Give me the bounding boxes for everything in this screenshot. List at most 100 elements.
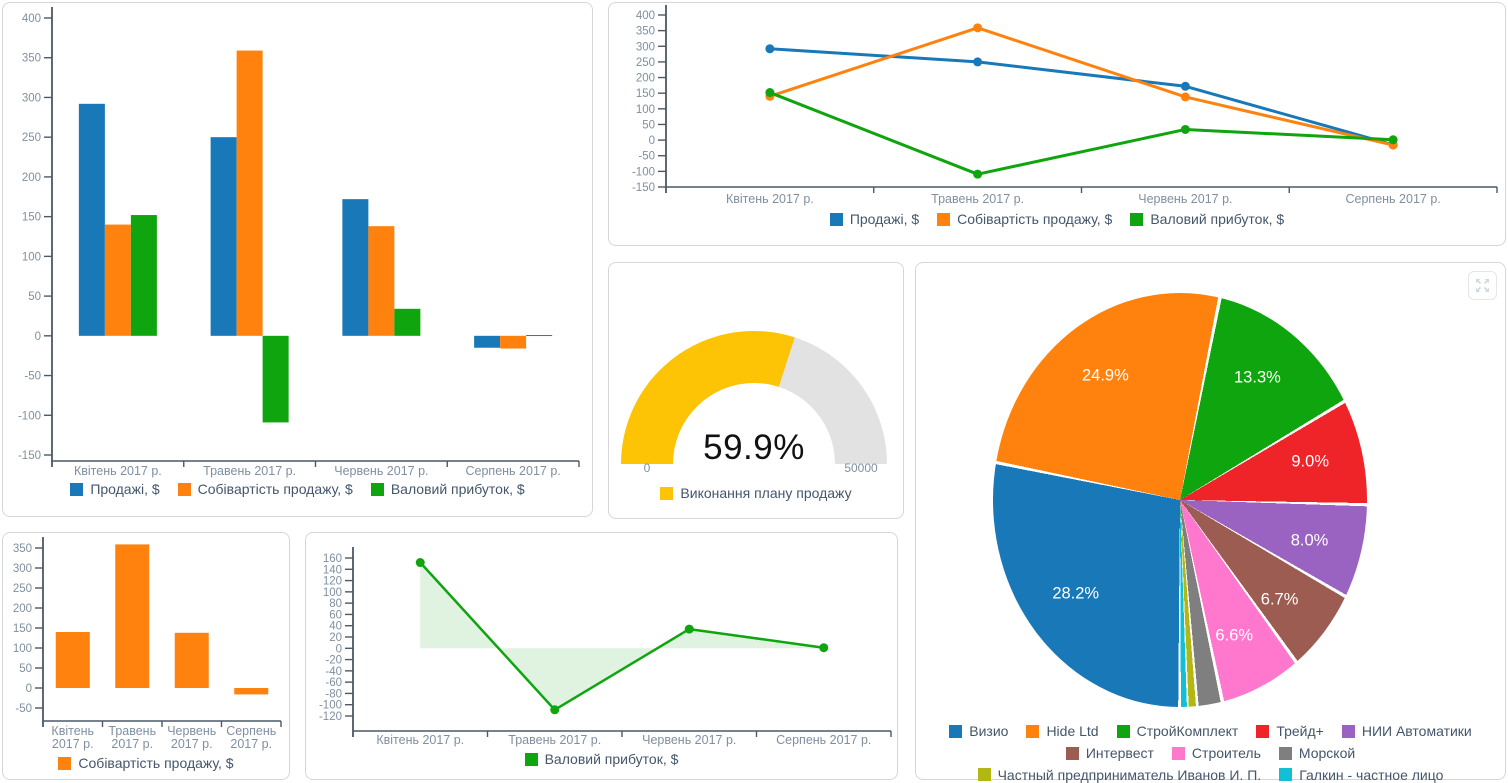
y-axis-label: 300 [13,563,32,575]
sales-cost-profit-bars-plot: 400 350 300 250 200 150 100 50 0 -50 -100 -150 Квіте… [18,7,580,478]
legend-swatch-icon [524,752,538,766]
data-point[interactable] [765,88,775,98]
sales-cost-profit-lines-plot: 400 350 300 250 200 150 100 50 0 -50 -100 -150 Квіте… [632,5,1498,206]
legend-swatch-icon [1026,724,1040,738]
data-point[interactable] [765,44,775,54]
legend-swatch-icon [370,482,384,496]
y-axis-label: -100 [319,700,342,712]
bar-Собівартість продажу, $[interactable] [234,688,269,695]
line-Валовий прибуток, $ [769,91,1394,176]
data-point[interactable] [819,643,829,653]
legend-item[interactable]: Собівартість продажу, $ [177,481,353,498]
panel-sales-cost-profit-bar-chart: 400 350 300 250 200 150 100 50 0 -50 -100 -150 Квіте… [2,2,593,517]
bar-Собівартість продажу, $[interactable] [104,224,131,336]
legend-swatch-icon [829,212,843,226]
bar-Собівартість продажу, $[interactable] [174,632,209,688]
legend-swatch-icon [58,756,72,770]
bar-Собівартість продажу, $[interactable] [236,50,263,336]
pie-chart[interactable]: 28.2% 24.9% 13.3% 9.0% 8.0% 6.7% 6.6% [993,293,1367,707]
y-axis-label: 100 [323,587,342,599]
legend-item[interactable]: Валовий прибуток, $ [370,481,525,498]
x-axis-category-label: Травень 2017 р. [931,192,1024,206]
legend-item[interactable]: Валовий прибуток, $ [1130,211,1284,228]
data-point[interactable] [1180,124,1190,134]
y-axis-label: 300 [22,92,41,104]
panel-profit-area-chart: 160 140 120 100 80 60 40 20 0 -20 -40 -60 -80 -100 -12… [305,532,898,780]
legend-item[interactable]: Продажі, $ [829,211,919,228]
x-axis-category-label: Червень 2017 р. [167,724,216,751]
y-axis-label: -40 [325,666,342,678]
y-axis-label: 0 [649,135,655,147]
legend-label: Продажі, $ [90,481,160,497]
legend-swatch-icon [937,212,951,226]
legend-item[interactable]: Интервест [1065,745,1154,762]
y-axis-label: 200 [636,73,655,85]
y-axis-label: 350 [22,53,41,65]
legend-item[interactable]: Собівартість продажу, $ [937,211,1112,228]
legend-swatch-icon [1116,724,1130,738]
legend-item[interactable]: Hide Ltd [1026,723,1099,740]
bar-Продажі, $[interactable] [474,335,501,348]
data-point[interactable] [1180,81,1190,91]
bar-Валовий прибуток, $[interactable] [526,335,553,337]
legend-item[interactable]: Собівартість продажу, $ [58,755,234,772]
y-axis-label: 0 [35,331,41,343]
y-axis-label: 250 [13,583,32,595]
pie-slice-label: 9.0% [1291,452,1329,471]
data-point[interactable] [1180,92,1190,102]
legend-item[interactable]: СтройКомплект [1116,723,1238,740]
legend-item[interactable]: НИИ Автоматики [1341,723,1472,740]
data-point[interactable] [973,57,983,67]
expand-button[interactable] [1468,271,1497,300]
legend-item[interactable]: Виконання плану продажу [660,485,852,502]
y-axis-label: 150 [13,623,32,635]
legend-swatch-icon [1065,746,1079,760]
y-axis-label: 300 [636,41,655,53]
expand-icon [1475,278,1490,293]
y-axis-label: 140 [323,564,342,576]
x-axis-category-label: Квітень 2017 р. [376,733,464,747]
y-axis-label: -150 [18,450,41,462]
data-point[interactable] [415,558,425,568]
bar-Собівартість продажу, $[interactable] [55,632,90,688]
panel-sales-cost-profit-line-chart: 400 350 300 250 200 150 100 50 0 -50 -100 -150 Квіте… [608,2,1506,246]
legend-item[interactable]: Трейд+ [1256,723,1324,740]
bar-Продажі, $[interactable] [210,137,237,336]
bar-Собівартість продажу, $[interactable] [500,335,527,349]
legend-label: Частный предприниматель Иванов И. П. [997,766,1262,783]
legend-swatch-icon [177,482,191,496]
y-axis-label: 20 [329,632,342,644]
y-axis-label: 100 [22,251,41,263]
legend-item[interactable]: Строитель [1171,745,1261,762]
cost-bars-plot: 350 300 250 200 150 100 50 0 -50 Квітень 2017 р. Тр… [13,537,282,751]
legend-item[interactable]: Визио [949,723,1008,740]
y-axis-label: 50 [28,291,41,303]
legend-item[interactable]: Морской [1278,745,1355,762]
data-point[interactable] [973,23,983,33]
legend-label: Hide Ltd [1046,723,1099,739]
legend-item[interactable]: Валовий прибуток, $ [524,751,678,768]
pie-slice-label: 6.6% [1215,626,1254,645]
bar-Валовий прибуток, $[interactable] [394,308,421,336]
data-point[interactable] [684,624,694,634]
legend-item[interactable]: Частный предприниматель Иванов И. П. [977,766,1262,783]
y-axis-label: 100 [13,643,32,655]
bar-Продажі, $[interactable] [342,199,369,336]
gauge-max-label: 50000 [844,461,878,475]
bar-Собівартість продажу, $[interactable] [368,226,395,336]
legend-item[interactable]: Галкин - частное лицо [1279,767,1443,783]
y-axis-label: -50 [24,371,41,383]
bar-Валовий прибуток, $[interactable] [130,215,157,336]
legend-swatch-icon [949,724,963,738]
data-point[interactable] [1388,135,1398,145]
legend-swatch-icon [977,768,991,782]
x-axis-category-label: Червень 2017 р. [642,733,736,747]
legend-item[interactable]: Продажі, $ [70,481,160,498]
bar-Валовий прибуток, $[interactable] [262,335,289,423]
bar-Продажі, $[interactable] [78,103,105,336]
data-point[interactable] [550,705,560,715]
y-axis-label: 350 [13,543,32,555]
data-point[interactable] [973,169,983,179]
bar-Собівартість продажу, $[interactable] [115,544,150,688]
